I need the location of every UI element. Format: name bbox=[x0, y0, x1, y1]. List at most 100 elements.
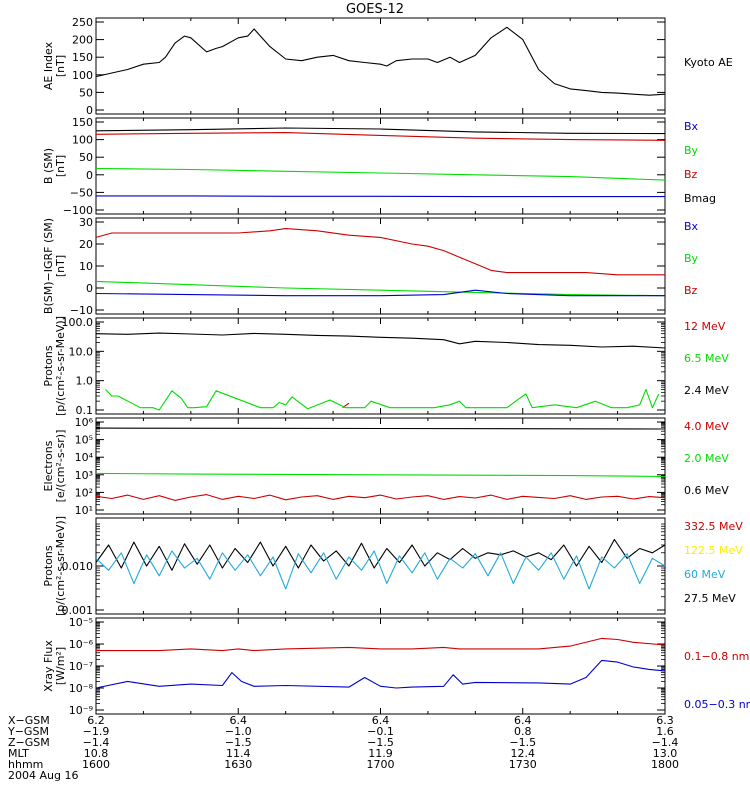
panel-3-ylabel: [p/(cm²-s-sr-MeV)] bbox=[54, 316, 67, 416]
footer-value: −1.5 bbox=[367, 736, 394, 749]
footer-row-label: X−GSM bbox=[8, 714, 50, 727]
series-0-0-line bbox=[95, 26, 666, 96]
legend-3-0: 12 MeV bbox=[684, 320, 726, 333]
panel-6-ytick-label: 10⁻⁸ bbox=[69, 682, 94, 695]
footer-value: 6.2 bbox=[87, 714, 105, 727]
panel-2-ytick-label: 20 bbox=[79, 238, 93, 251]
legend-5-0: 332.5 MeV bbox=[684, 520, 743, 533]
panel-3-ytick-label: 0.1 bbox=[76, 404, 94, 417]
panel-6-ytick-label: 10⁻⁵ bbox=[69, 616, 93, 629]
panel-1-ytick-label: 150 bbox=[72, 116, 93, 129]
panel-4-ytick-label: 10² bbox=[75, 486, 93, 499]
legend-6-0: 0.1−0.8 nm bbox=[684, 650, 749, 663]
panel-4-ytick-label: 10⁵ bbox=[75, 434, 93, 447]
panel-6-ylabel: [W/m²] bbox=[54, 647, 67, 685]
legend-4-2: 0.6 MeV bbox=[684, 484, 729, 497]
footer-row-label: MLT bbox=[8, 747, 29, 760]
footer-value: 13.0 bbox=[653, 747, 678, 760]
series-2-0-line bbox=[95, 228, 665, 276]
footer-value: 12.4 bbox=[511, 747, 536, 760]
legend-1-2: Bz bbox=[684, 168, 698, 181]
legend-2-0: Bx bbox=[684, 220, 699, 233]
panel-3-ylabel: Protons bbox=[42, 345, 55, 386]
legend-4-0: 4.0 MeV bbox=[684, 420, 729, 433]
panel-2-ytick-label: 30 bbox=[79, 216, 93, 229]
footer-value: 1800 bbox=[651, 758, 679, 771]
series-3-0-line bbox=[95, 332, 666, 349]
footer-value: −1.9 bbox=[83, 725, 110, 738]
footer-value: 6.4 bbox=[514, 714, 532, 727]
panel-4-ytick-label: 10³ bbox=[75, 469, 93, 482]
panel-2-frame bbox=[95, 217, 666, 315]
panel-1-ytick-label: −100 bbox=[63, 204, 93, 217]
panel-2-ytick-label: 0 bbox=[86, 282, 93, 295]
footer-value: 6.4 bbox=[372, 714, 390, 727]
panel-2-ylabel: [nT] bbox=[54, 255, 67, 277]
legend-1-0: Bx bbox=[684, 120, 699, 133]
panel-1-ylabel: [nT] bbox=[54, 155, 67, 177]
legend-5-1: 122.5 MeV bbox=[684, 544, 743, 557]
panel-1-ytick-label: −50 bbox=[70, 186, 93, 199]
panel-1-ytick-label: 100 bbox=[72, 134, 93, 147]
footer-value: −1.4 bbox=[83, 736, 110, 749]
footer-value: −0.1 bbox=[367, 725, 394, 738]
series-2-1-line bbox=[95, 280, 666, 297]
legend-2-1: By bbox=[684, 252, 699, 265]
panel-1-ytick-label: 50 bbox=[79, 151, 93, 164]
footer-value: 0.8 bbox=[514, 725, 532, 738]
series-3-2-line bbox=[105, 388, 660, 411]
panel-0-ytick-label: 200 bbox=[72, 34, 93, 47]
chart-title: GOES-12 bbox=[346, 2, 404, 17]
footer-value: −1.0 bbox=[225, 725, 252, 738]
panel-2-ytick-label: 10 bbox=[79, 260, 93, 273]
legend-6-1: 0.05−0.3 nm bbox=[684, 698, 750, 711]
series-5-0-line bbox=[95, 538, 666, 571]
footer-value: 11.4 bbox=[226, 747, 251, 760]
series-2-2-line bbox=[95, 289, 665, 297]
panel-0-ytick-label: 50 bbox=[79, 86, 93, 99]
panel-1-frame bbox=[95, 117, 666, 215]
panel-0-ytick-label: 150 bbox=[72, 51, 93, 64]
panel-6-frame bbox=[95, 617, 666, 715]
panel-5-ylabel: [p/(cm²-s-sr-MeV)] bbox=[54, 516, 67, 616]
panel-0-ylabel: [nT] bbox=[54, 55, 67, 77]
panel-5-ytick-label: 0.010 bbox=[62, 560, 94, 573]
series-5-1-line bbox=[95, 550, 666, 590]
legend-3-2: 2.4 MeV bbox=[684, 384, 729, 397]
footer-row-label: hhmm bbox=[8, 758, 43, 771]
footer-value: 1700 bbox=[367, 758, 395, 771]
footer-value: −1.5 bbox=[225, 736, 252, 749]
panel-6-ytick-label: 10⁻⁷ bbox=[69, 660, 93, 673]
footer-value: 10.8 bbox=[84, 747, 109, 760]
series-1-3-line bbox=[96, 195, 665, 198]
panel-3-ytick-label: 10.0 bbox=[69, 345, 94, 358]
panel-3-frame bbox=[95, 317, 666, 415]
panel-6-ytick-label: 10⁻⁶ bbox=[69, 638, 94, 651]
panel-0-ytick-label: 100 bbox=[72, 69, 93, 82]
legend-1-1: By bbox=[684, 144, 699, 157]
series-4-1-line bbox=[95, 472, 666, 478]
panel-6-ylabel: Xray Flux bbox=[42, 640, 55, 692]
legend-4-1: 2.0 MeV bbox=[684, 452, 729, 465]
series-1-1-line bbox=[95, 132, 666, 141]
panel-4-ytick-label: 10⁶ bbox=[75, 416, 94, 429]
panel-0-ytick-label: 0 bbox=[86, 104, 93, 117]
panel-5-ylabel: Protons bbox=[42, 545, 55, 586]
panel-3-ytick-label: 100.0 bbox=[62, 316, 94, 329]
footer-row-label: 2004 Aug 16 bbox=[8, 769, 78, 782]
panel-0-frame bbox=[95, 17, 666, 115]
legend-2-2: Bz bbox=[684, 284, 698, 297]
panel-0-ytick-label: 250 bbox=[72, 16, 93, 29]
footer-value: 1630 bbox=[224, 758, 252, 771]
series-4-2-line bbox=[95, 494, 666, 501]
panel-0-ylabel: AE Index bbox=[42, 41, 55, 90]
panel-4-ytick-label: 10⁴ bbox=[75, 451, 94, 464]
panel-1-ytick-label: 0 bbox=[86, 169, 93, 182]
footer-value: 1730 bbox=[509, 758, 537, 771]
series-4-0-line bbox=[95, 427, 666, 430]
footer-value: 6.4 bbox=[230, 714, 248, 727]
panel-4-ylabel: Electrons bbox=[42, 440, 55, 491]
series-6-0-line bbox=[96, 637, 666, 652]
series-1-2-line bbox=[95, 167, 666, 181]
